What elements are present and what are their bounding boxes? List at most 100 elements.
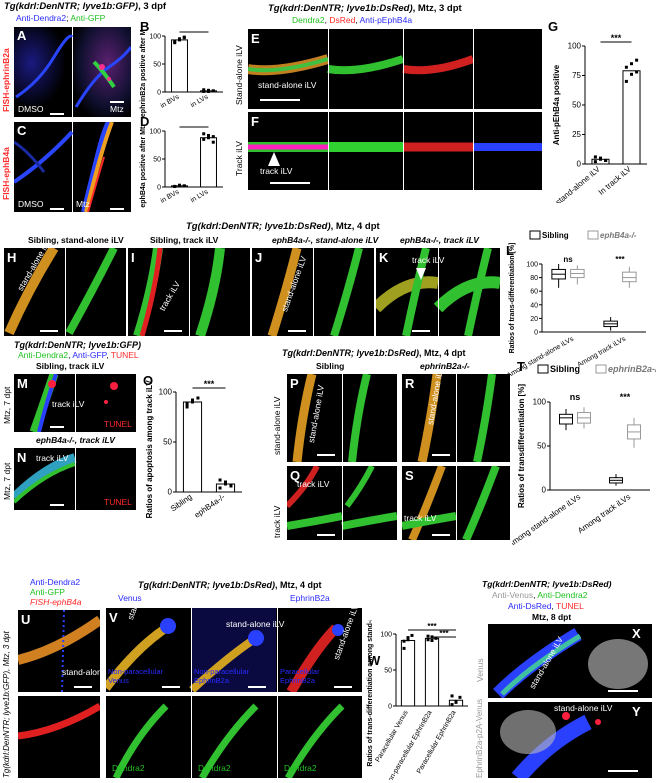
significance-label: *** bbox=[189, 30, 199, 33]
panel-letter-b: B bbox=[140, 19, 150, 34]
y-tick-label: 0 bbox=[157, 90, 161, 97]
row3-title-tg: Tg(kdrl:DenNTR; lyve1b:GFP) bbox=[14, 340, 142, 350]
data-point bbox=[624, 79, 628, 83]
j-label: ephB4a-/-, stand-alone iLV bbox=[272, 235, 378, 246]
panel-v-sub1: Non-paracellular Venus bbox=[108, 667, 164, 685]
row3-tunel: TUNEL bbox=[110, 350, 139, 360]
data-point bbox=[402, 639, 406, 643]
panel-c-dmso-label: DMSO bbox=[18, 199, 44, 209]
track-ilv-row-label: Track iLV bbox=[234, 141, 244, 176]
bar bbox=[171, 39, 188, 93]
x-tick-label: ephB4a-/- bbox=[193, 492, 227, 520]
significance-label: *** bbox=[615, 255, 625, 264]
panel-a-dmso-label: DMSO bbox=[18, 104, 44, 114]
y-tick-label: 50 bbox=[537, 442, 546, 451]
y-tick-label: 0 bbox=[534, 330, 538, 337]
data-point bbox=[593, 155, 597, 159]
x-anti-venus: Anti-Venus bbox=[492, 590, 534, 600]
chart-l: 0 20 40 60 80 100 Ratios of trans-differentiat… bbox=[506, 230, 646, 376]
data-point bbox=[202, 137, 206, 141]
panel-f-inset-label: track iLV bbox=[260, 166, 293, 176]
box bbox=[559, 413, 573, 425]
data-point bbox=[196, 396, 200, 400]
data-point bbox=[434, 636, 438, 640]
data-point bbox=[178, 38, 181, 42]
panel-u-inset-label: stand-alone iLV bbox=[62, 667, 100, 677]
panel-letter-q: Q bbox=[290, 468, 301, 483]
panel-e-image: stand-alone iLV bbox=[248, 29, 542, 109]
panel-letter-n: N bbox=[17, 450, 27, 465]
data-point bbox=[224, 480, 227, 484]
bar bbox=[622, 70, 641, 165]
panel-u-top-image: stand-alone iLV bbox=[18, 610, 100, 692]
m-label-text: Sibling, track iLV bbox=[36, 361, 105, 371]
x-title-tg: Tg(kdrl:DenNTR; lyve1b:DsRed) bbox=[482, 579, 612, 589]
legend-swatch bbox=[595, 364, 607, 374]
data-point bbox=[430, 638, 434, 642]
p-title-stage: , Mtz, 4 dpt bbox=[419, 348, 466, 358]
chart-t: 0 50 100 Ratios of transdifferentiation [%]… bbox=[512, 364, 656, 549]
x-line2: Anti-Venus, Anti-Dendra2 bbox=[492, 590, 588, 600]
v-title-stage: , Mtz, 4 dpt bbox=[275, 580, 322, 590]
data-point bbox=[191, 398, 194, 402]
chart-o: 0 50 100 Ratios of apoptosis among track iL… bbox=[145, 378, 242, 520]
anti-dendra2-label: Anti-Dendra2 bbox=[16, 13, 67, 23]
q-track-row-label: track iLV bbox=[272, 505, 282, 538]
fish-ephb4a-label: FISH-ephB4a bbox=[1, 147, 11, 200]
scale-bar bbox=[74, 686, 92, 688]
data-point bbox=[426, 634, 430, 638]
row3-anti-dendra2: Anti-Dendra2 bbox=[18, 350, 69, 360]
y-axis-label: Ratios of apoptosis among track iLV [%] bbox=[145, 378, 154, 518]
panel-letter-f: F bbox=[251, 114, 259, 129]
scale-bar bbox=[248, 686, 266, 688]
panel-letter-c: C bbox=[17, 123, 27, 138]
scale-bar bbox=[288, 330, 306, 332]
data-point bbox=[185, 405, 189, 409]
data-point bbox=[630, 62, 633, 66]
panel-a-image: DMSO Mtz bbox=[14, 27, 131, 117]
fish-ephrinb2a-label: FISH-ephrinB2a bbox=[1, 48, 11, 112]
data-point bbox=[191, 400, 194, 404]
data-point bbox=[593, 160, 597, 164]
u-title3: FISH-ephB4a bbox=[30, 597, 82, 607]
panel-v-sub2: Non-paracellular EphrinB2a bbox=[194, 667, 250, 685]
panel-letter-l: L bbox=[506, 243, 514, 258]
scale-bar bbox=[110, 101, 124, 103]
scale-bar bbox=[162, 686, 180, 688]
chart-w: 0 50 100 Ratios of trans-differentiation am… bbox=[367, 620, 468, 780]
panel-q-inset-label: track iLV bbox=[297, 479, 330, 489]
panel-s-image: track iLV bbox=[402, 466, 510, 540]
data-point bbox=[202, 132, 206, 136]
data-point bbox=[211, 140, 215, 144]
panel-n-inset-label: track iLV bbox=[36, 453, 69, 463]
scale-bar bbox=[317, 534, 335, 536]
row1-title: Tg(kdrl:DenNTR; lyve1b:GFP), 3 dpf bbox=[4, 1, 166, 13]
k-label-text: ephB4a-/-, track iLV bbox=[400, 235, 479, 245]
v-dendra2-2: Dendra2 bbox=[198, 763, 231, 773]
bar bbox=[182, 401, 203, 493]
y-tick-label: 100 bbox=[568, 42, 582, 51]
data-point bbox=[182, 184, 186, 188]
n-label-text: ephB4a-/-, track iLV bbox=[36, 435, 115, 445]
data-point bbox=[630, 72, 633, 76]
y-tick-label: 100 bbox=[533, 398, 547, 407]
data-point bbox=[635, 58, 639, 62]
y-tick-label: 100 bbox=[149, 129, 161, 136]
y-tick-label: 0 bbox=[542, 486, 547, 495]
panel-n-tunel-label: TUNEL bbox=[104, 497, 132, 507]
data-point bbox=[406, 636, 410, 640]
row3-stain-legend: Anti-Dendra2, Anti-GFP, TUNEL bbox=[18, 350, 139, 360]
data-point bbox=[624, 65, 628, 69]
x-tick-label: Sibling bbox=[169, 492, 194, 513]
u-side-label: Tg(kdrl:DenNTR; lyve1b:GFP), Mtz, 3 dpt bbox=[2, 631, 11, 778]
y-tick-label: 80 bbox=[530, 275, 538, 282]
x-tick-label: in LVs bbox=[190, 93, 210, 109]
panel-letter-j: J bbox=[255, 250, 263, 265]
x-tick-label: Among track iLVs bbox=[576, 492, 632, 535]
y-tick-label: 20 bbox=[530, 316, 538, 323]
e-dsred-label: DsRed bbox=[329, 15, 356, 25]
row2-title: Tg(kdrl:DenNTR; lyve1b:DsRed), Mtz, 4 dp… bbox=[186, 221, 380, 233]
v-dendra2-1: Dendra2 bbox=[112, 763, 145, 773]
y-tick-label: 60 bbox=[530, 289, 538, 296]
